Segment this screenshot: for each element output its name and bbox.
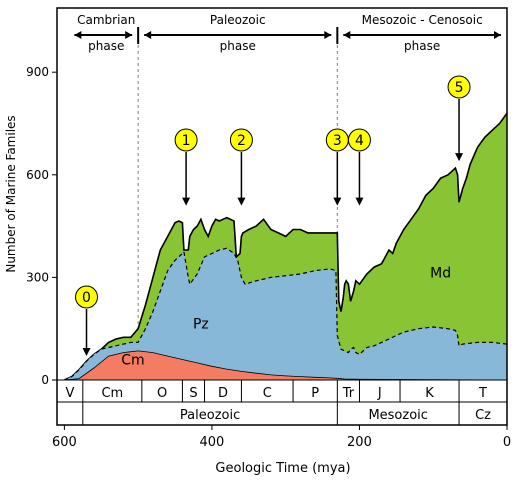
area-edge-md xyxy=(64,112,508,381)
event-marker-circle xyxy=(347,128,371,152)
x-tick-label: 400 xyxy=(200,435,225,450)
phase-word: phase xyxy=(88,39,124,53)
event-marker-label: 0 xyxy=(82,290,91,306)
period-label: S xyxy=(189,386,197,401)
y-tick-label: 600 xyxy=(26,168,49,182)
y-tick-label: 900 xyxy=(26,65,49,79)
x-axis-label: Geologic Time (mya) xyxy=(215,461,350,476)
period-label: T xyxy=(478,386,487,401)
series-label-cm: Cm xyxy=(121,353,144,369)
x-tick-label: 0 xyxy=(503,435,511,450)
area-pz xyxy=(64,248,508,380)
area-edge-cm xyxy=(64,350,508,381)
event-marker-circle xyxy=(75,285,99,309)
x-tick-label: 600 xyxy=(52,435,77,450)
phase-name: Paleozoic xyxy=(210,13,266,27)
period-label: V xyxy=(65,386,74,401)
phase-arrow-right xyxy=(494,31,501,39)
geologic-timescale: V Cm O S D C P Tr J K T Paleozoic Mesozoic Cz xyxy=(56,379,508,426)
diversity-areas: Cm Pz Md xyxy=(64,112,508,381)
period-label: K xyxy=(425,386,434,401)
plot-frame xyxy=(56,7,508,426)
phase-arrow-left xyxy=(343,31,351,39)
era-label: Mesozoic xyxy=(368,408,427,423)
period-label: Cm xyxy=(101,386,123,401)
event-marker-label: 2 xyxy=(237,133,246,149)
event-arrow-head xyxy=(237,197,246,206)
event-arrow-head xyxy=(455,153,464,162)
event-marker-circle xyxy=(174,128,198,152)
phase-name: Cambrian xyxy=(77,13,135,27)
era-label: Cz xyxy=(475,408,491,423)
event-marker-label: 3 xyxy=(333,133,342,149)
period-label: Tr xyxy=(342,386,355,401)
event-arrow-head xyxy=(182,197,191,206)
phase-arrow-left xyxy=(144,31,152,39)
period-label: J xyxy=(377,386,382,401)
phase-word: phase xyxy=(404,39,440,53)
series-label-pz: Pz xyxy=(193,317,209,333)
axes: 0 300 600 900 600 400 200 0 xyxy=(26,7,511,450)
phase-word: phase xyxy=(220,39,256,53)
event-marker-circle xyxy=(229,128,253,152)
period-label: P xyxy=(311,386,319,401)
event-marker-circle xyxy=(447,75,471,99)
event-arrow-head xyxy=(82,348,91,357)
phase-arrow-right xyxy=(125,31,133,39)
period-label: C xyxy=(263,386,272,401)
event-marker-label: 1 xyxy=(182,133,191,149)
event-arrow-head xyxy=(355,197,364,206)
period-label: O xyxy=(157,386,167,401)
period-label: D xyxy=(218,386,228,401)
extinction-events: 0 1 2 3 4 5 xyxy=(75,75,471,357)
phase-name: Mesozoic - Cenosoic xyxy=(362,13,483,27)
x-tick-label: 200 xyxy=(347,435,372,450)
y-axis-label: Number of Marine Familes xyxy=(4,115,18,272)
y-tick-label: 0 xyxy=(41,373,49,387)
event-marker-label: 5 xyxy=(455,80,464,96)
area-edge-pz xyxy=(64,247,508,381)
series-label-md: Md xyxy=(430,265,451,281)
phase-arrow-right xyxy=(324,31,332,39)
era-label: Paleozoic xyxy=(180,408,240,423)
phase-annotations: Cambrian phase Paleozoic phase Mesozoic - Ce… xyxy=(74,13,501,380)
event-arrow-head xyxy=(333,197,342,206)
event-marker-label: 4 xyxy=(355,133,364,149)
y-tick-label: 300 xyxy=(26,270,49,284)
phase-arrow-left xyxy=(74,31,82,39)
